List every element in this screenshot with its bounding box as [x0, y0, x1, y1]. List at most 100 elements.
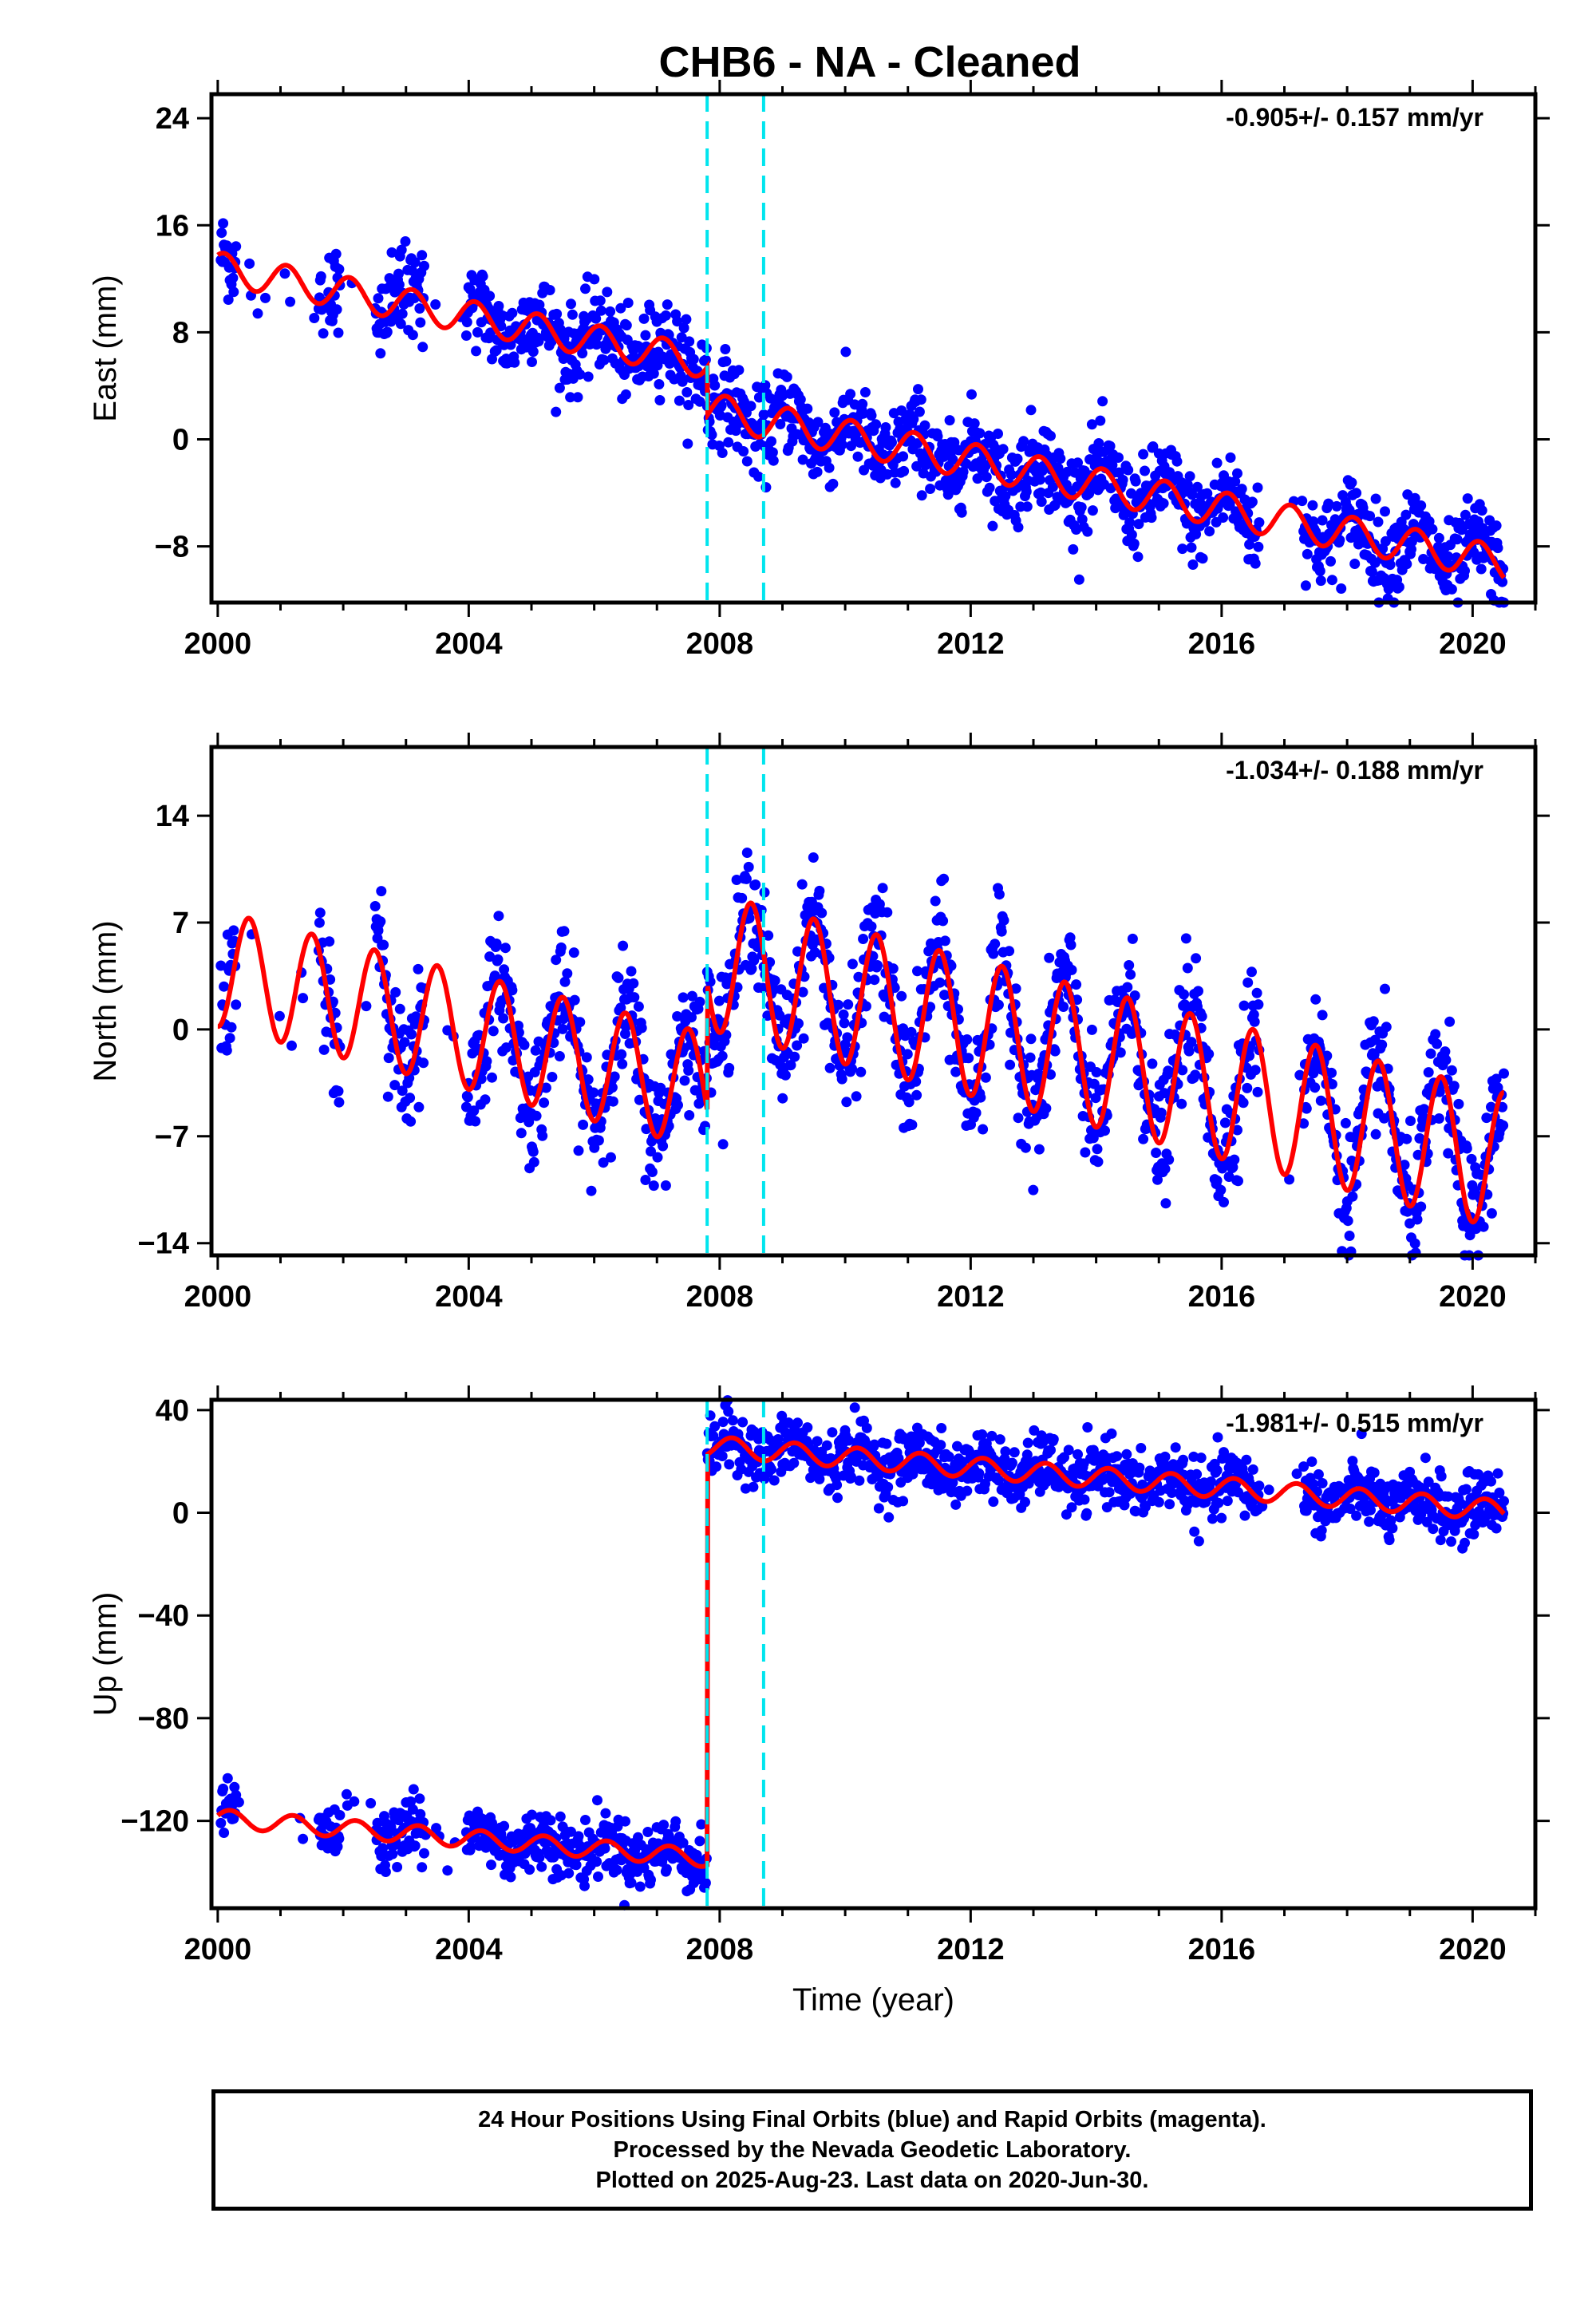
- data-point: [1092, 1144, 1103, 1155]
- data-point: [847, 1063, 857, 1074]
- data-point: [1377, 1039, 1388, 1050]
- data-point: [942, 489, 954, 500]
- data-point: [646, 1875, 656, 1885]
- data-point: [723, 437, 734, 448]
- data-point: [1127, 933, 1138, 944]
- data-point: [1427, 524, 1438, 535]
- data-point: [1187, 489, 1198, 500]
- data-point: [748, 1481, 759, 1492]
- y-tick-label: −7: [155, 1120, 189, 1154]
- panel-north: 2000 2004 2008 2012 2016 2020 14 7 0 −7 −14 North (…: [88, 733, 1550, 1314]
- data-point: [797, 986, 808, 998]
- data-point: [858, 408, 869, 419]
- data-point: [1187, 559, 1199, 570]
- data-point: [409, 257, 421, 268]
- data-point: [460, 330, 472, 341]
- data-point: [956, 507, 967, 518]
- data-point: [1204, 526, 1215, 537]
- data-point: [1081, 1508, 1092, 1519]
- data-point: [544, 285, 555, 295]
- data-point: [1420, 1452, 1431, 1464]
- data-point: [369, 901, 381, 911]
- data-point: [970, 1108, 982, 1118]
- data-point: [1126, 529, 1137, 540]
- data-point: [1436, 1471, 1447, 1482]
- data-point: [228, 287, 239, 298]
- data-point: [963, 1053, 974, 1064]
- data-point: [286, 1040, 297, 1051]
- data-point: [1315, 1095, 1326, 1106]
- data-point: [1171, 456, 1183, 467]
- x-tick-label: 2016: [1188, 1933, 1256, 1966]
- data-point: [836, 1073, 847, 1085]
- data-point: [805, 1472, 816, 1484]
- data-point: [1498, 1120, 1509, 1131]
- data-point: [1246, 966, 1257, 978]
- data-point: [1435, 1535, 1446, 1546]
- data-point: [1242, 1082, 1253, 1093]
- data-point: [580, 1815, 591, 1825]
- data-point: [1452, 534, 1463, 545]
- data-point: [943, 1451, 954, 1462]
- data-point: [737, 1417, 749, 1428]
- data-point: [583, 371, 594, 382]
- x-tick-label: 2012: [937, 1933, 1005, 1966]
- data-point: [1446, 1536, 1456, 1547]
- data-point: [1041, 1103, 1052, 1114]
- data-point: [993, 999, 1004, 1010]
- data-point: [738, 446, 749, 456]
- data-point: [1203, 1049, 1215, 1060]
- data-point: [380, 1867, 391, 1877]
- data-point: [216, 227, 227, 239]
- data-point: [1405, 1116, 1416, 1126]
- data-point: [1366, 567, 1377, 577]
- x-tick-label: 2020: [1439, 1933, 1507, 1966]
- data-point: [393, 268, 404, 279]
- data-point: [1206, 1476, 1216, 1487]
- data-point: [555, 942, 567, 953]
- data-point: [720, 344, 731, 354]
- data-point: [816, 907, 828, 919]
- data-point: [488, 1026, 499, 1037]
- data-point: [1486, 1207, 1497, 1219]
- data-point: [1486, 1101, 1496, 1113]
- data-point: [572, 392, 583, 403]
- data-point: [1113, 452, 1124, 463]
- data-point: [709, 380, 721, 391]
- data-point: [746, 963, 757, 974]
- data-point: [766, 436, 776, 447]
- data-point: [1443, 1491, 1454, 1502]
- data-point: [372, 1817, 383, 1828]
- data-point: [1084, 488, 1095, 499]
- data-point: [851, 1091, 862, 1102]
- data-point: [1191, 528, 1202, 539]
- data-point: [1380, 536, 1391, 547]
- data-point: [1284, 1174, 1295, 1185]
- data-point: [781, 371, 792, 382]
- data-point: [1091, 1067, 1102, 1077]
- data-point: [1177, 1065, 1188, 1076]
- data-point: [1080, 1147, 1091, 1158]
- data-point: [998, 915, 1009, 926]
- data-point: [932, 431, 943, 442]
- data-point: [414, 1793, 425, 1804]
- data-point: [981, 472, 992, 483]
- data-point: [1020, 1496, 1030, 1508]
- data-point: [812, 417, 824, 428]
- data-point: [821, 1440, 832, 1451]
- data-point: [1316, 1525, 1327, 1536]
- data-point: [753, 471, 764, 482]
- data-point: [465, 1841, 476, 1852]
- data-point: [1047, 481, 1058, 492]
- data-point: [484, 290, 496, 302]
- data-point: [795, 394, 806, 405]
- data-point: [802, 403, 813, 414]
- data-point: [1152, 1174, 1163, 1185]
- data-point: [1491, 520, 1502, 532]
- data-point: [1462, 493, 1473, 504]
- data-point: [493, 911, 504, 922]
- data-point: [716, 400, 727, 411]
- data-point: [1115, 1047, 1126, 1058]
- data-point: [1036, 496, 1047, 508]
